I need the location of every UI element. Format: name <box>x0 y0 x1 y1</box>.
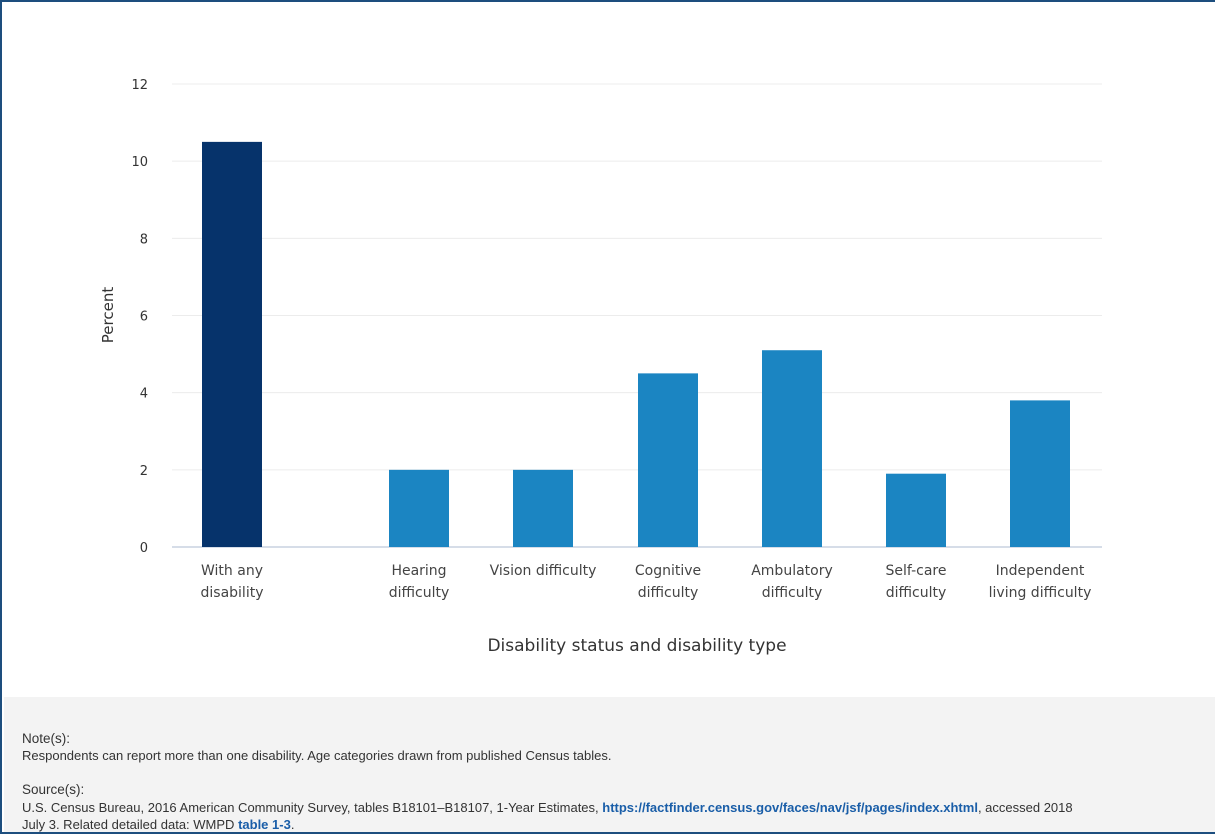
bar-chart: 0 2 4 6 8 10 12 Percent With any disability Hearin… <box>99 78 1102 656</box>
x-tick-label: difficulty <box>886 585 947 601</box>
x-tick-label: difficulty <box>762 585 823 601</box>
x-tick-label: Vision difficulty <box>490 563 597 579</box>
x-tick-label: Independent <box>996 563 1085 579</box>
y-tick-label: 12 <box>131 78 148 93</box>
y-tick-label: 4 <box>140 387 148 402</box>
bar <box>202 141 262 547</box>
source-text: U.S. Census Bureau, 2016 American Commun… <box>22 799 1215 832</box>
x-tick-label: With any <box>201 563 263 579</box>
bar <box>762 350 822 547</box>
x-tick-label: disability <box>201 585 264 601</box>
x-tick-label: difficulty <box>389 585 450 601</box>
bar <box>1010 400 1070 547</box>
bar <box>638 373 698 547</box>
source-text-part: U.S. Census Bureau, 2016 American Commun… <box>22 800 603 815</box>
notes-panel: Note(s): Respondents can report more tha… <box>4 697 1215 832</box>
table-link[interactable]: table 1-3 <box>238 817 291 832</box>
source-link[interactable]: https://factfinder.census.gov/faces/nav/… <box>602 800 978 815</box>
x-tick-label: Self-care <box>886 563 947 579</box>
x-tick-label: Cognitive <box>635 563 701 579</box>
source-text-part: July 3. Related detailed data: WMPD <box>22 817 239 832</box>
note-text: Respondents can report more than one dis… <box>22 748 612 763</box>
y-tick-label: 6 <box>140 310 148 325</box>
source-text-part: , accessed 2018 <box>977 800 1073 815</box>
y-tick-label: 2 <box>140 464 148 479</box>
note-heading: Note(s): <box>22 731 71 746</box>
x-axis-title: Disability status and disability type <box>487 636 786 656</box>
y-tick-label: 10 <box>131 155 148 170</box>
bar <box>513 469 573 547</box>
x-tick-label: Ambulatory <box>751 563 833 579</box>
bar <box>389 469 449 547</box>
x-tick-label: living difficulty <box>989 585 1092 601</box>
source-heading: Source(s): <box>22 782 85 797</box>
y-axis-title: Percent <box>99 287 117 344</box>
x-tick-label: difficulty <box>638 585 699 601</box>
source-text-part: . <box>290 817 295 832</box>
x-tick-label: Hearing <box>391 563 446 579</box>
y-tick-label: 8 <box>140 232 148 247</box>
bar <box>886 473 946 547</box>
y-tick-label: 0 <box>140 541 148 556</box>
